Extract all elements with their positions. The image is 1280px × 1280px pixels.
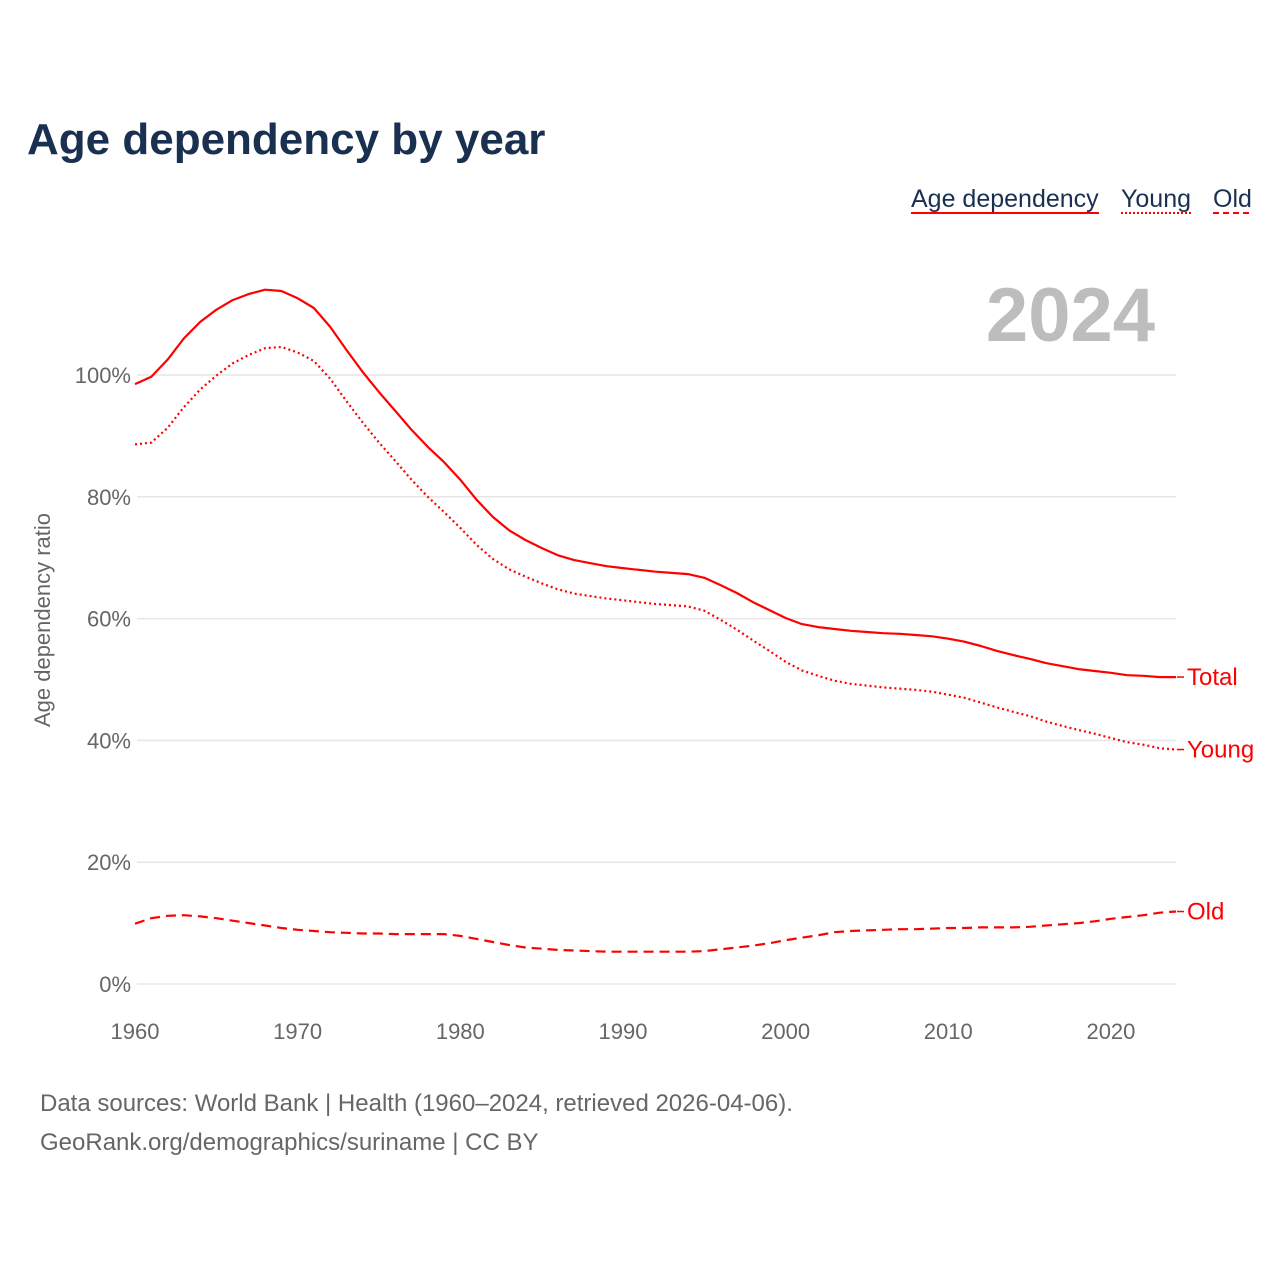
end-label-young: Young	[1187, 737, 1254, 764]
footer-link[interactable]: GeoRank.org/demographics/suriname | CC B…	[40, 1129, 538, 1156]
legend: Age dependency Young Old	[911, 185, 1253, 214]
y-tick-label: 0%	[99, 972, 131, 997]
footer-sources: Data sources: World Bank | Health (1960–…	[40, 1090, 793, 1117]
y-tick-label: 80%	[87, 485, 131, 510]
x-tick-label: 2000	[761, 1019, 810, 1044]
series-line-total	[134, 288, 1176, 679]
highlight-year: 2024	[986, 273, 1155, 358]
legend-old[interactable]: Old	[1213, 185, 1252, 213]
y-axis-ticks: 0% 20% 40% 60% 80% 100%	[75, 363, 131, 997]
x-tick-label: 1960	[111, 1019, 160, 1044]
legend-young[interactable]: Young	[1121, 185, 1191, 213]
x-tick-label: 1990	[598, 1019, 647, 1044]
y-tick-label: 40%	[87, 728, 131, 753]
x-tick-label: 2010	[924, 1019, 973, 1044]
x-tick-label: 2020	[1086, 1019, 1135, 1044]
y-tick-label: 20%	[87, 850, 131, 875]
end-label-old: Old	[1187, 899, 1224, 926]
x-tick-label: 1970	[273, 1019, 322, 1044]
y-axis-label: Age dependency ratio	[30, 513, 55, 727]
series-line-old	[134, 910, 1177, 953]
y-tick-label: 100%	[75, 363, 131, 388]
series-line-young	[134, 345, 1177, 751]
grid	[137, 374, 1176, 985]
x-tick-label: 1980	[436, 1019, 485, 1044]
series-lines: Total Young Old	[134, 288, 1254, 953]
legend-total[interactable]: Age dependency	[911, 185, 1099, 213]
x-axis-ticks: 1960 1970 1980 1990 2000 2010 2020	[111, 1019, 1136, 1044]
y-tick-label: 60%	[87, 607, 131, 632]
chart-title: Age dependency by year	[27, 115, 545, 164]
end-label-total: Total	[1187, 664, 1238, 691]
